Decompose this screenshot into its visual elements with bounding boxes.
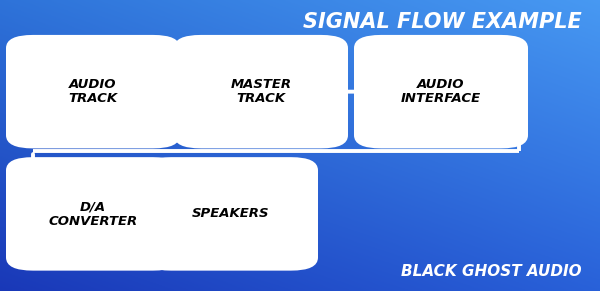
Text: MASTER
TRACK: MASTER TRACK <box>230 78 292 105</box>
Text: AUDIO
INTERFACE: AUDIO INTERFACE <box>401 78 481 105</box>
FancyBboxPatch shape <box>6 35 180 148</box>
FancyBboxPatch shape <box>6 157 180 271</box>
Text: SPEAKERS: SPEAKERS <box>192 207 270 220</box>
FancyBboxPatch shape <box>144 157 318 271</box>
FancyBboxPatch shape <box>354 35 528 148</box>
Text: AUDIO
TRACK: AUDIO TRACK <box>68 78 118 105</box>
Text: D/A
CONVERTER: D/A CONVERTER <box>49 200 137 228</box>
Text: BLACK GHOST AUDIO: BLACK GHOST AUDIO <box>401 264 582 279</box>
FancyBboxPatch shape <box>174 35 348 148</box>
Text: SIGNAL FLOW EXAMPLE: SIGNAL FLOW EXAMPLE <box>303 12 582 32</box>
